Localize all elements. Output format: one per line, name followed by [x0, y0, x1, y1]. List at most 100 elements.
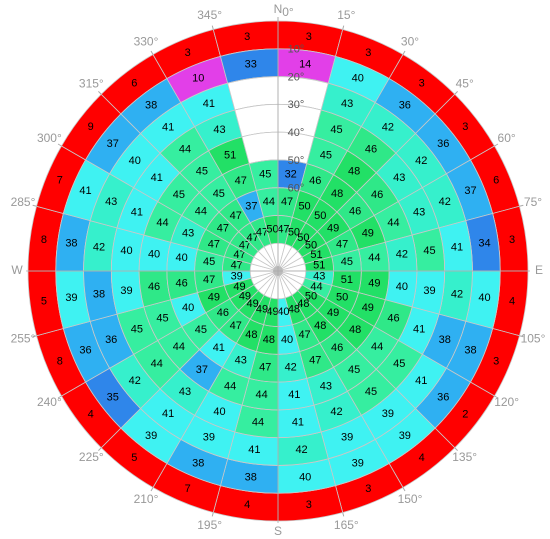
cell-value: 50	[297, 232, 309, 244]
cell-value: 6	[131, 78, 137, 90]
cell-value: 49	[266, 306, 278, 318]
cell-value: 48	[314, 320, 326, 332]
cell-value: 3	[462, 121, 468, 133]
cell-value: 45	[423, 245, 435, 257]
cell-value: 40	[182, 302, 194, 314]
cell-value: 3	[365, 483, 371, 495]
cell-value: 46	[309, 175, 321, 187]
cell-value: 48	[263, 334, 275, 346]
direction-label: W	[11, 263, 23, 277]
cell-value: 38	[93, 288, 105, 300]
cell-value: 39	[352, 457, 364, 469]
cell-value: 41	[162, 122, 174, 134]
azimuth-label: 345°	[197, 8, 222, 22]
cell-value: 36	[105, 334, 117, 346]
cell-value: 45	[195, 324, 207, 336]
cell-value: 50	[298, 201, 310, 213]
cell-value: 42	[382, 122, 394, 134]
cell-value: 7	[57, 175, 63, 187]
cell-value: 38	[464, 345, 476, 357]
cell-value: 4	[88, 409, 94, 421]
cell-value: 38	[439, 334, 451, 346]
cell-value: 46	[175, 278, 187, 290]
azimuth-tick	[454, 447, 458, 451]
cell-value: 44	[368, 252, 380, 264]
cell-value: 36	[399, 100, 411, 112]
cell-value: 45	[330, 124, 342, 136]
cell-value: 40	[148, 249, 160, 261]
cell-value: 5	[41, 296, 47, 308]
cell-value: 41	[79, 185, 91, 197]
cell-value: 37	[196, 364, 208, 376]
cell-value: 51	[224, 149, 236, 161]
azimuth-tick	[98, 91, 102, 95]
cell-value: 3	[493, 355, 499, 367]
cell-value: 39	[120, 285, 132, 297]
cell-value: 42	[451, 288, 463, 300]
cell-value: 43	[341, 98, 353, 110]
cell-value: 44	[256, 389, 268, 401]
cell-value: 47	[277, 224, 289, 236]
cell-value: 47	[231, 259, 243, 271]
azimuth-label: 0°	[282, 5, 294, 19]
cell-value: 41	[413, 323, 425, 335]
cell-value: 45	[173, 189, 185, 201]
elevation-label: 60°	[288, 183, 305, 195]
azimuth-label: 225°	[79, 450, 104, 464]
cell-value: 41	[248, 444, 260, 456]
cell-value: 42	[285, 361, 297, 373]
cell-value: 44	[179, 144, 191, 156]
cell-value: 3	[419, 78, 425, 90]
cell-value: 39	[423, 285, 435, 297]
cell-value: 40	[281, 334, 293, 346]
azimuth-label: 330°	[134, 35, 159, 49]
cell-value: 40	[213, 406, 225, 418]
cell-value: 47	[235, 175, 247, 187]
azimuth-tick	[150, 487, 154, 492]
cell-value: 50	[336, 291, 348, 303]
elevation-label: 10°	[288, 44, 305, 56]
cell-value: 40	[120, 245, 132, 257]
cell-value: 47	[217, 223, 229, 235]
cell-value: 3	[244, 31, 250, 43]
cell-value: 43	[105, 196, 117, 208]
cell-value: 34	[478, 238, 490, 250]
cell-value: 40	[396, 281, 408, 293]
cell-value: 7	[185, 483, 191, 495]
cell-value: 6	[493, 175, 499, 187]
cell-value: 33	[245, 58, 257, 70]
cell-value: 47	[309, 355, 321, 367]
azimuth-label: 105°	[521, 332, 546, 346]
cell-value: 44	[263, 196, 275, 208]
cell-value: 45	[213, 188, 225, 200]
cell-value: 38	[192, 457, 204, 469]
cell-value: 37	[107, 138, 119, 150]
cell-value: 41	[131, 206, 143, 218]
cell-value: 47	[256, 226, 268, 238]
azimuth-label: 300°	[37, 131, 62, 145]
cell-value: 45	[341, 256, 353, 268]
azimuth-tick	[342, 512, 345, 517]
cell-value: 42	[396, 249, 408, 261]
cell-value: 45	[348, 364, 360, 376]
cell-value: 40	[299, 471, 311, 483]
cell-value: 37	[245, 201, 257, 213]
cell-value: 5	[131, 452, 137, 464]
cell-value: 47	[259, 361, 271, 373]
azimuth-label: 75°	[524, 195, 542, 209]
cell-value: 44	[387, 217, 399, 229]
cell-value: 49	[233, 281, 245, 293]
direction-label: N	[274, 2, 283, 16]
cell-value: 43	[235, 355, 247, 367]
azimuth-tick	[211, 25, 214, 30]
cell-value: 42	[439, 196, 451, 208]
cell-value: 48	[245, 329, 257, 341]
cell-value: 45	[393, 358, 405, 370]
azimuth-label: 255°	[11, 332, 36, 346]
cell-value: 50	[288, 226, 300, 238]
azimuth-label: 120°	[494, 395, 519, 409]
cell-value: 49	[327, 307, 339, 319]
cell-value: 47	[336, 238, 348, 250]
azimuth-label: 135°	[452, 450, 477, 464]
cell-value: 44	[371, 341, 383, 353]
